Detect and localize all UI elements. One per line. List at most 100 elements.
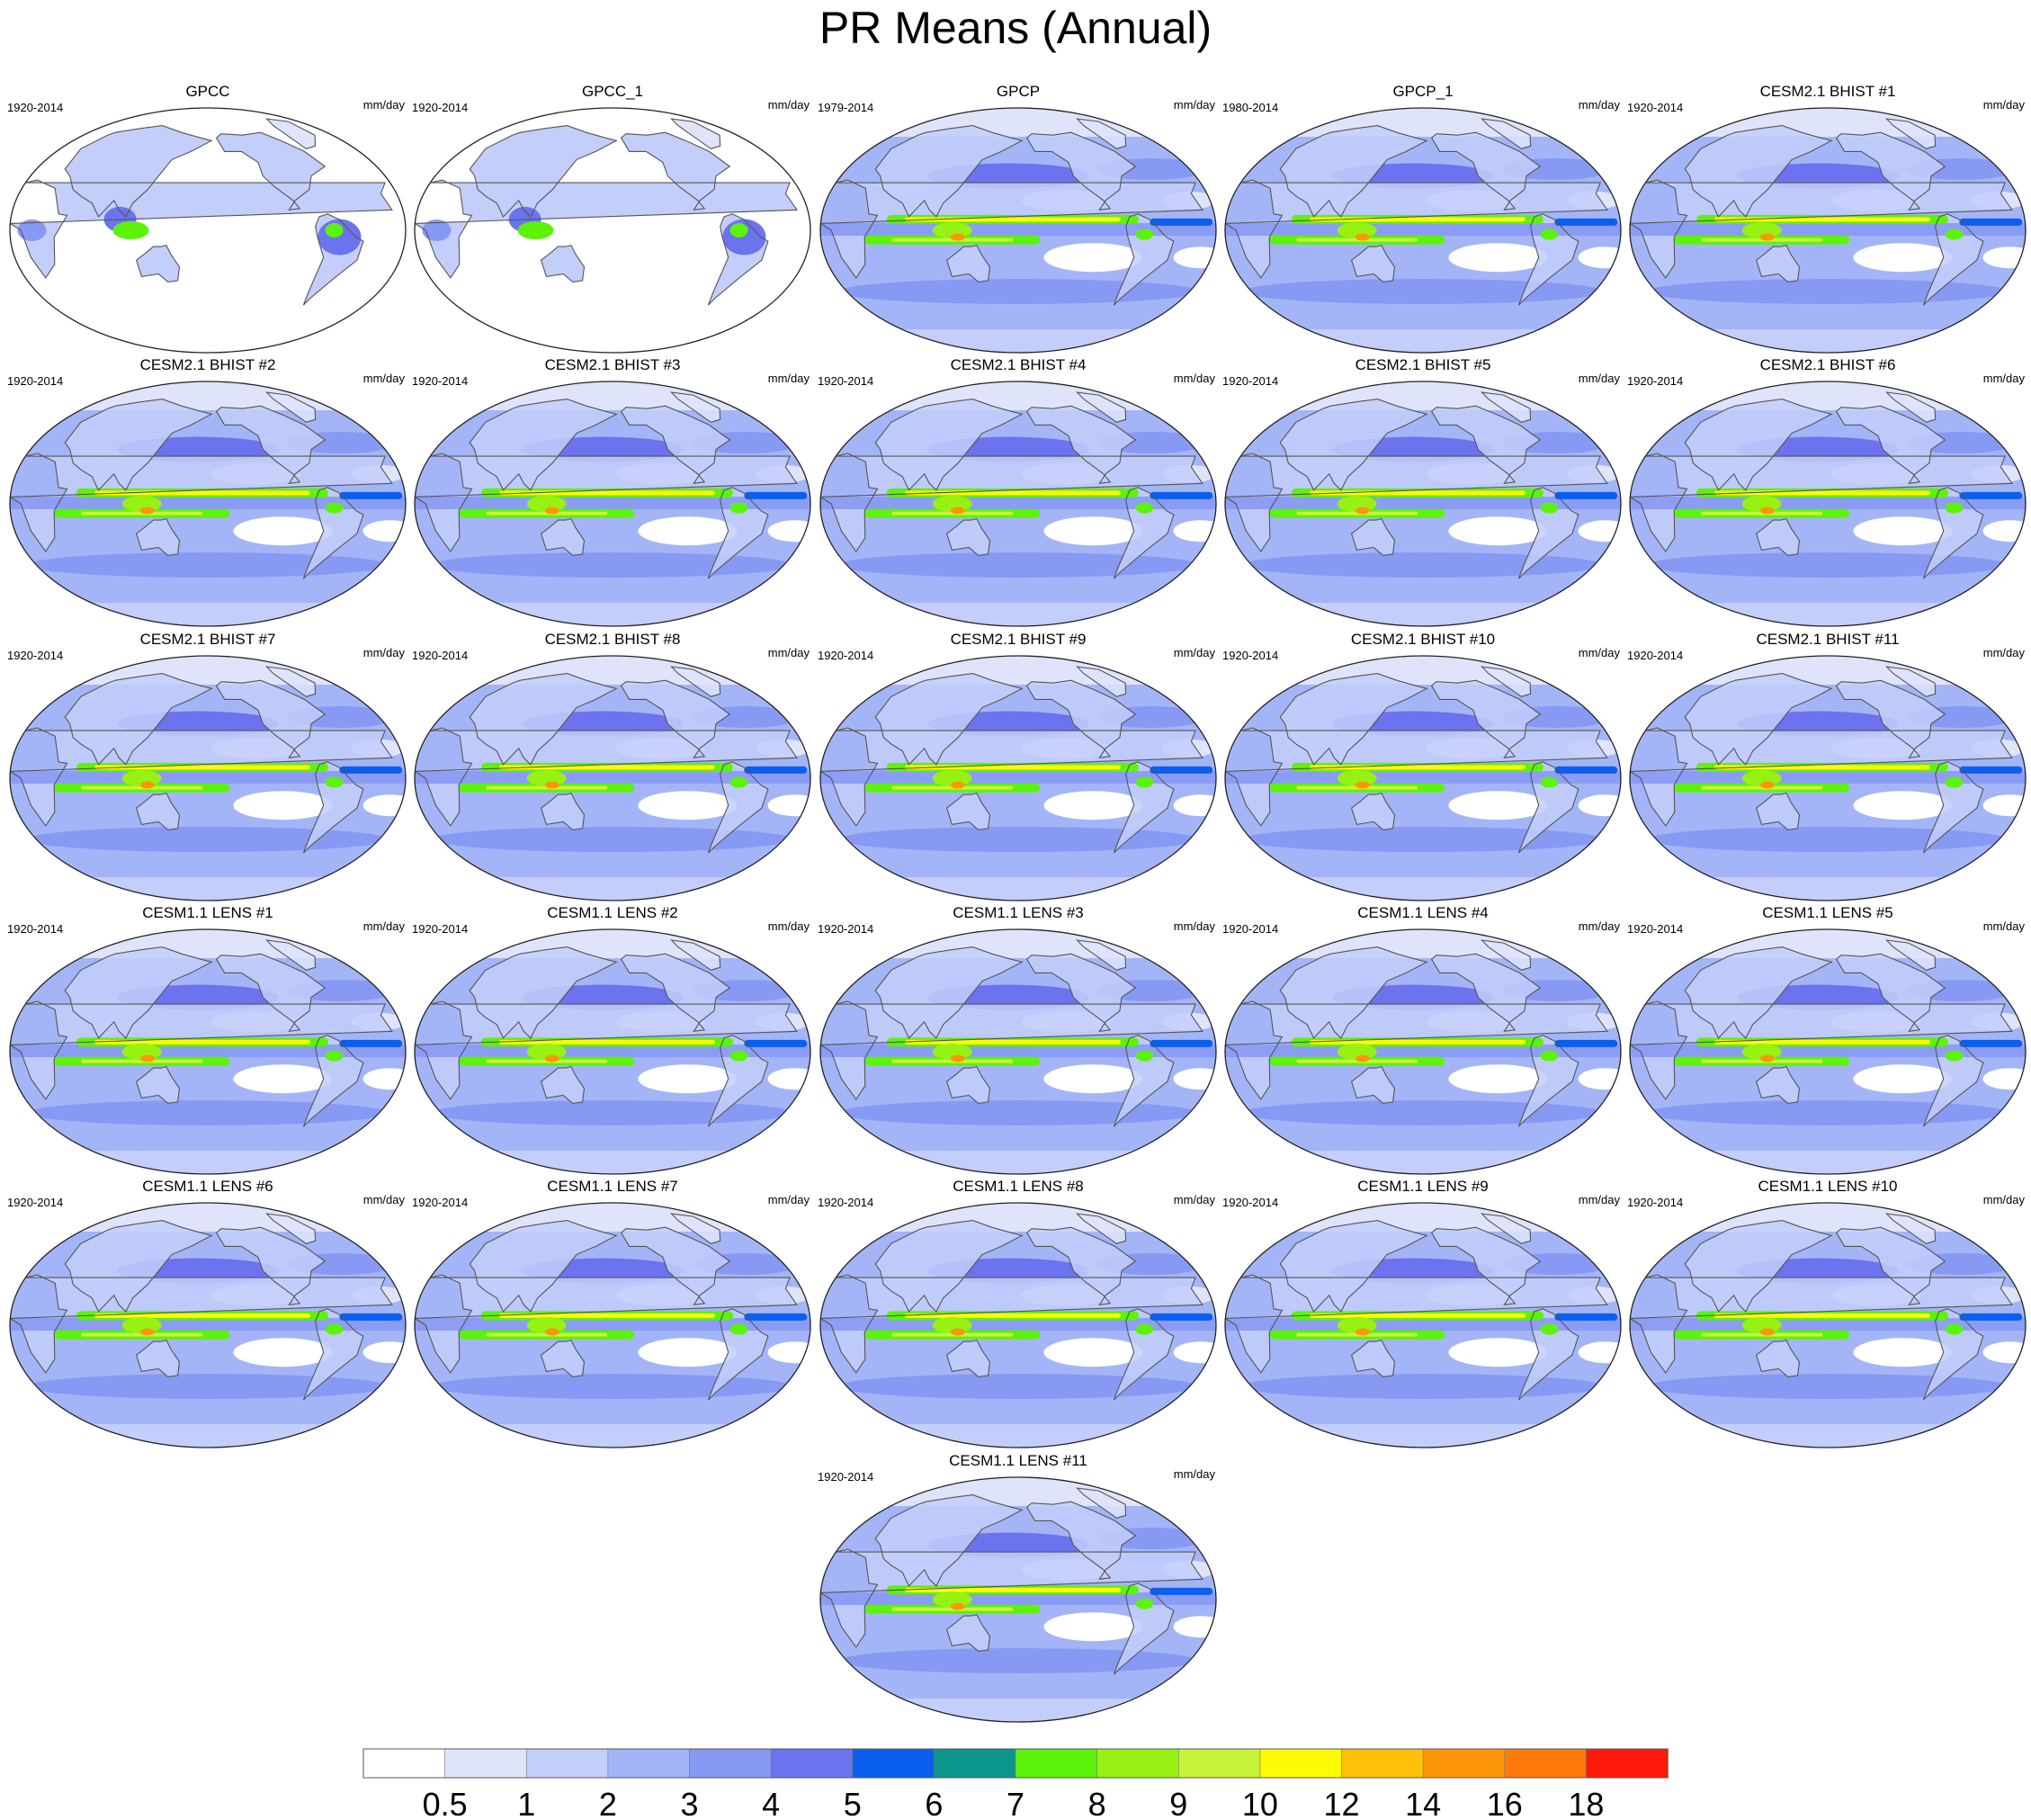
- panel-years: 1920-2014: [412, 1196, 469, 1209]
- panel-years: 1920-2014: [7, 101, 64, 114]
- panel-years: 1920-2014: [818, 1196, 874, 1209]
- panel-years: 1920-2014: [7, 649, 64, 662]
- panel-title: GPCP_1: [1392, 83, 1454, 100]
- precip-map: [819, 381, 1217, 627]
- panel-units: mm/day: [1578, 372, 1620, 385]
- precip-map: [9, 1202, 407, 1448]
- panel-title: CESM1.1 LENS #4: [1357, 904, 1489, 921]
- precip-map: [414, 1202, 811, 1448]
- precip-map: [1629, 655, 2027, 901]
- panel-years: 1920-2014: [818, 649, 874, 662]
- precip-field: [820, 656, 1216, 901]
- map-panel: CESM2.1 BHIST #6 1920-2014 mm/day: [1625, 356, 2030, 630]
- panel-units: mm/day: [1578, 98, 1620, 112]
- coastlines: [1630, 666, 2013, 854]
- coastlines: [1630, 1213, 2013, 1401]
- precip-map: [414, 655, 811, 901]
- panel-title: CESM1.1 LENS #8: [953, 1178, 1084, 1195]
- panel-grid: GPCC 1920-2014 mm/day GPCC_1 1920-2014 mm/day…: [7, 83, 2030, 1723]
- map-boundary: [414, 655, 811, 901]
- precip-field: [820, 381, 1216, 626]
- panel-title: CESM2.1 BHIST #1: [1759, 83, 1896, 100]
- coastlines: [1225, 391, 1608, 579]
- panel-years: 1920-2014: [1222, 649, 1279, 662]
- map-boundary: [9, 107, 407, 354]
- map-panel: CESM1.1 LENS #3 1920-2014 mm/day: [816, 904, 1221, 1178]
- coastlines: [415, 939, 798, 1127]
- map-boundary: [1629, 381, 2027, 627]
- panel-title: CESM2.1 BHIST #9: [950, 631, 1087, 648]
- coastlines: [820, 939, 1203, 1127]
- coastlines: [820, 118, 1203, 306]
- coastlines: [1225, 1213, 1608, 1401]
- panel-years: 1920-2014: [412, 374, 469, 388]
- coastlines: [1225, 939, 1608, 1127]
- panel-years: 1920-2014: [412, 101, 469, 114]
- precip-map: [414, 928, 811, 1175]
- map-boundary: [1224, 655, 1622, 901]
- colorbar-swatch: [1586, 1748, 1669, 1779]
- panel-units: mm/day: [1982, 372, 2025, 385]
- panel-title: GPCP: [996, 83, 1041, 100]
- panel-units: mm/day: [362, 919, 405, 933]
- panel-title: CESM1.1 LENS #2: [547, 904, 678, 921]
- panel-units: mm/day: [1982, 1193, 2025, 1206]
- panel-title: CESM1.1 LENS #11: [949, 1452, 1087, 1469]
- panel-title: CESM1.1 LENS #6: [142, 1178, 273, 1195]
- panel-title: GPCC: [185, 83, 230, 100]
- precip-field: [415, 108, 810, 353]
- colorbar-tick-label: 12: [1323, 1786, 1359, 1820]
- coastlines: [10, 939, 393, 1127]
- colorbar-tick-label: 2: [599, 1786, 617, 1820]
- coastlines: [415, 391, 798, 579]
- map-boundary: [9, 381, 407, 627]
- precip-map: [9, 655, 407, 901]
- panel-years: 1920-2014: [412, 922, 469, 936]
- panel-title: CESM2.1 BHIST #10: [1350, 631, 1496, 648]
- map-boundary: [1224, 381, 1622, 627]
- map-boundary: [414, 107, 811, 354]
- panel-units: mm/day: [362, 372, 405, 385]
- panel-units: mm/day: [767, 919, 810, 933]
- precip-field: [1225, 656, 1621, 901]
- map-panel: GPCP 1979-2014 mm/day: [816, 83, 1221, 356]
- panel-title: CESM1.1 LENS #1: [142, 904, 273, 921]
- panel-title: CESM1.1 LENS #7: [547, 1178, 678, 1195]
- coastlines: [1630, 118, 2013, 306]
- colorbar-frame: [362, 1748, 1669, 1779]
- panel-title: CESM2.1 BHIST #4: [950, 356, 1087, 373]
- precip-map: [819, 107, 1217, 354]
- panel-years: 1920-2014: [1627, 922, 1684, 936]
- panel-title: CESM2.1 BHIST #6: [1759, 356, 1896, 373]
- panel-title: CESM2.1 BHIST #7: [139, 631, 276, 648]
- map-panel: CESM1.1 LENS #5 1920-2014 mm/day: [1625, 904, 2030, 1178]
- precip-field: [820, 929, 1216, 1174]
- panel-years: 1920-2014: [412, 649, 469, 662]
- panel-years: 1920-2014: [1627, 1196, 1684, 1209]
- panel-units: mm/day: [1578, 919, 1620, 933]
- panel-units: mm/day: [1173, 98, 1215, 112]
- map-boundary: [819, 655, 1217, 901]
- coastlines: [820, 1487, 1203, 1675]
- panel-units: mm/day: [1173, 1467, 1215, 1481]
- map-boundary: [819, 1476, 1217, 1723]
- map-panel: CESM1.1 LENS #8 1920-2014 mm/day: [816, 1178, 1221, 1451]
- panel-years: 1920-2014: [1222, 374, 1279, 388]
- precip-field: [10, 381, 406, 626]
- panel-units: mm/day: [362, 98, 405, 112]
- precip-field: [1225, 108, 1621, 353]
- precip-map: [819, 655, 1217, 901]
- panel-units: mm/day: [1173, 919, 1215, 933]
- map-panel: CESM2.1 BHIST #3 1920-2014 mm/day: [410, 356, 815, 630]
- precip-map: [1224, 655, 1622, 901]
- map-panel: CESM2.1 BHIST #8 1920-2014 mm/day: [410, 631, 815, 904]
- panel-years: 1920-2014: [1627, 101, 1684, 114]
- map-panel: CESM1.1 LENS #9 1920-2014 mm/day: [1221, 1178, 1625, 1451]
- colorbar-tick-label: 18: [1568, 1786, 1604, 1820]
- precip-map: [1224, 381, 1622, 627]
- colorbar-swatch: [1177, 1748, 1261, 1779]
- colorbar-tick-label: 16: [1487, 1786, 1523, 1820]
- colorbar-tick-label: 3: [680, 1786, 698, 1820]
- panel-title: CESM2.1 BHIST #11: [1756, 631, 1900, 648]
- coastlines: [820, 391, 1203, 579]
